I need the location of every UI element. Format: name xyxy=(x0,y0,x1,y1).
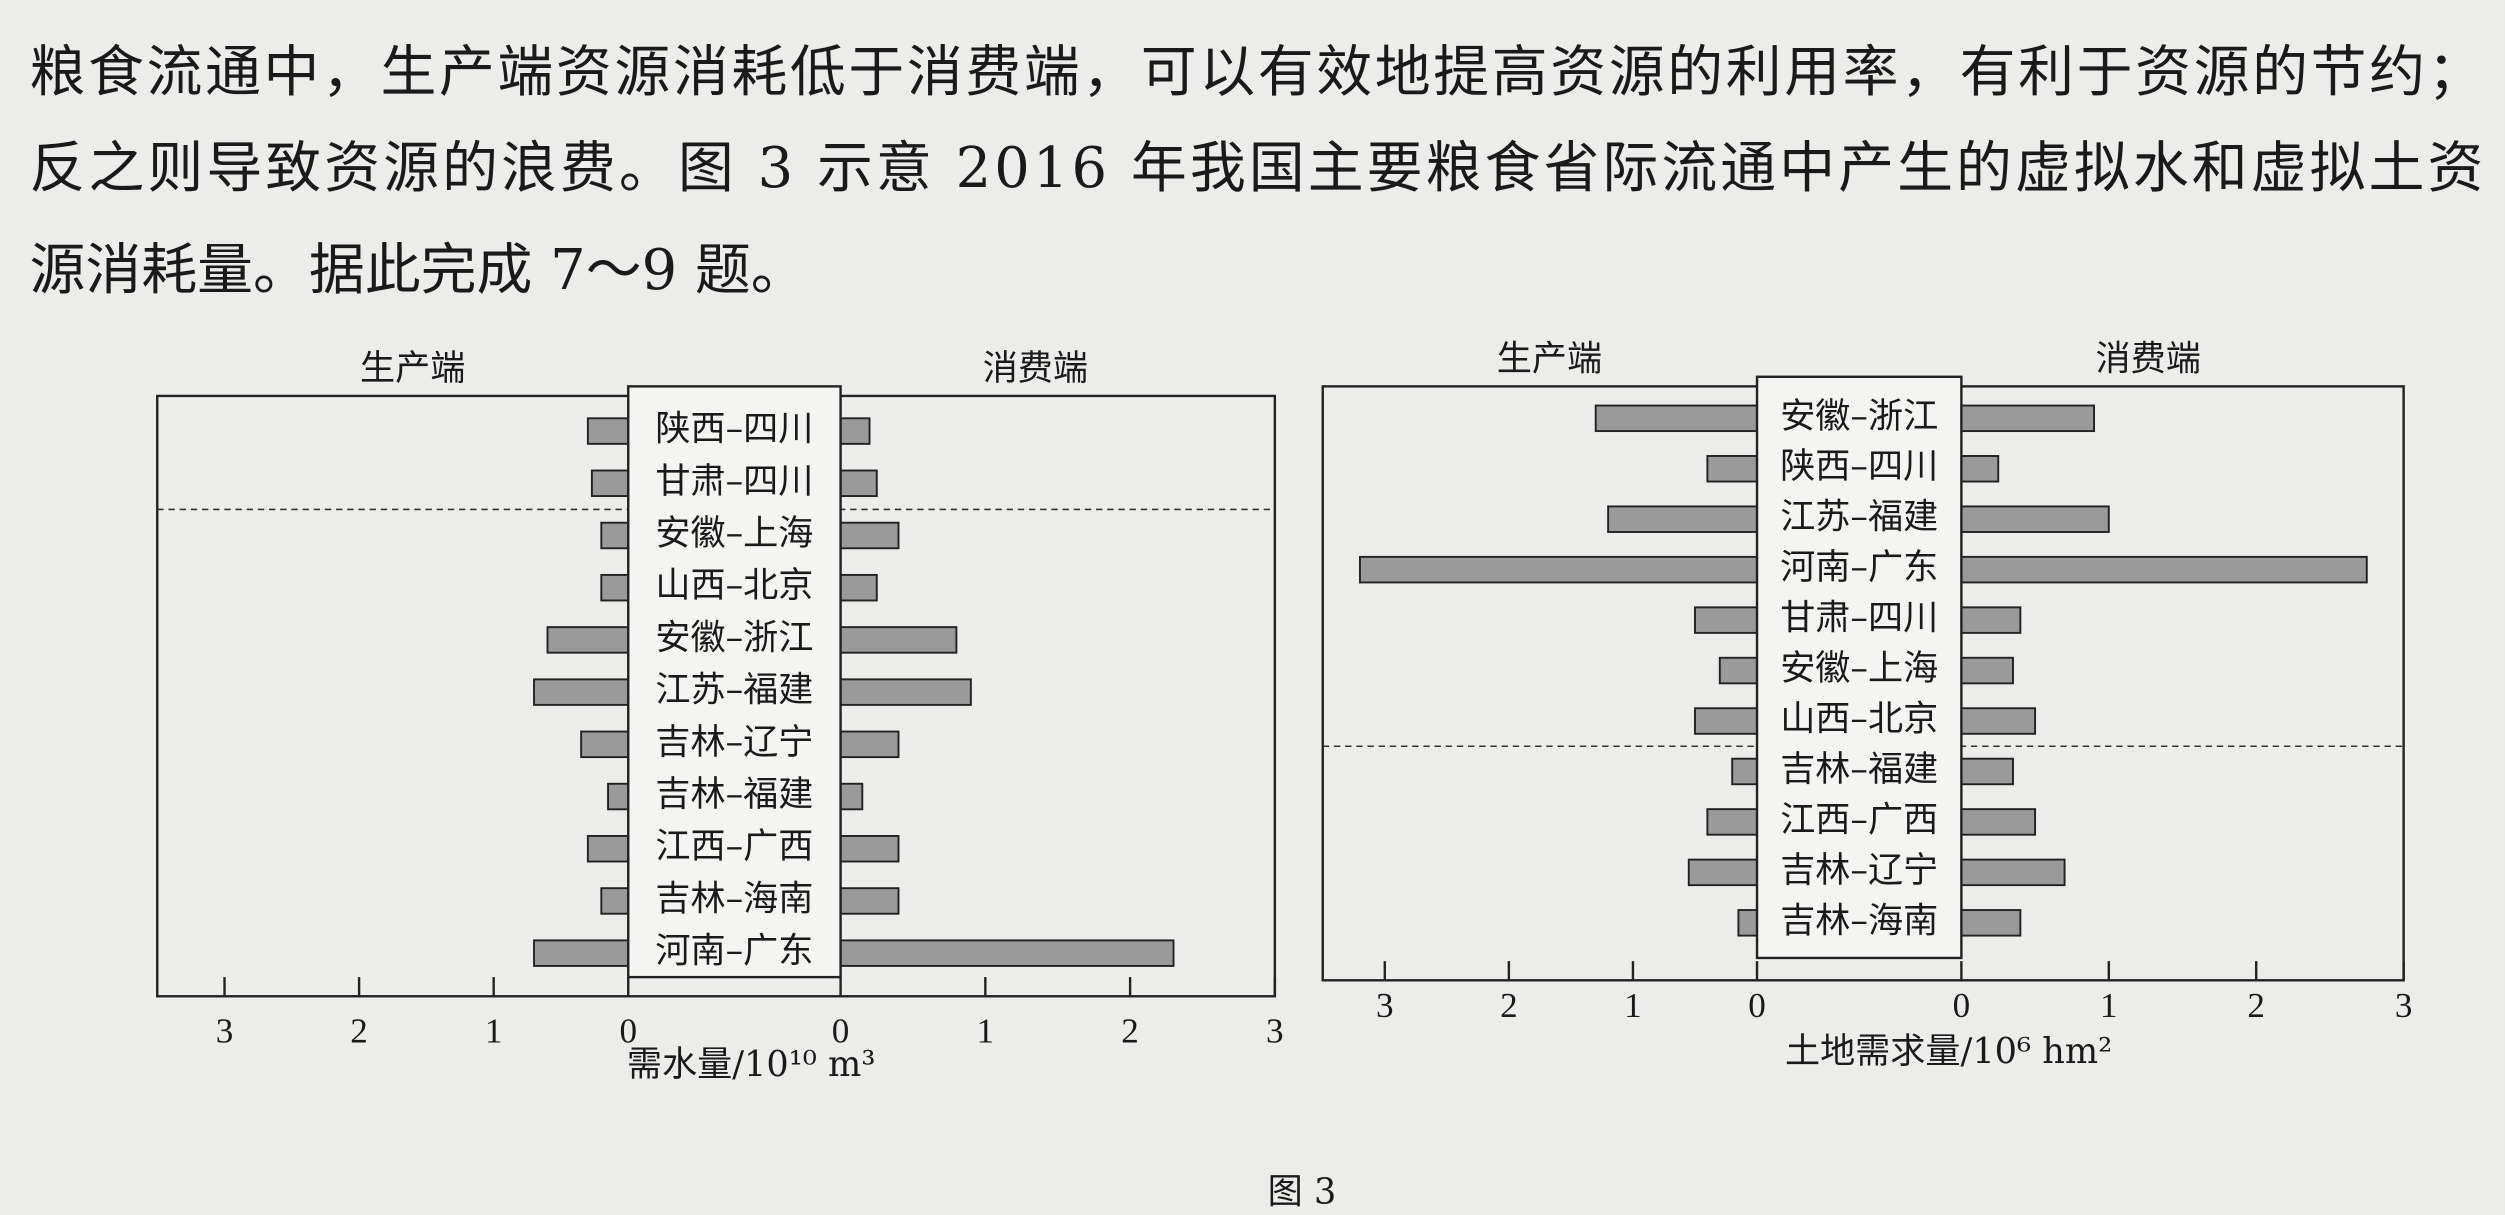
bar xyxy=(1960,858,2066,887)
bar xyxy=(1718,656,1758,685)
bar xyxy=(546,626,630,654)
label-box xyxy=(627,385,842,979)
bar xyxy=(1960,707,2037,735)
bar xyxy=(590,469,630,498)
bar xyxy=(1960,656,2014,685)
x-tick-label: 1 xyxy=(1624,986,1642,1025)
category-label: 吉林–辽宁 xyxy=(655,722,813,763)
bar xyxy=(586,417,630,445)
figure-caption: 图 3 xyxy=(1268,1172,1337,1213)
bar xyxy=(1960,606,2022,634)
bar xyxy=(1960,909,2022,937)
bar xyxy=(839,939,1175,967)
category-label: 江苏–福建 xyxy=(655,670,813,711)
bar xyxy=(839,626,958,654)
bar xyxy=(1960,404,2096,433)
bar xyxy=(580,730,630,759)
bar xyxy=(839,521,900,550)
bar xyxy=(839,417,871,445)
bar xyxy=(1359,555,1758,584)
category-label: 安徽–浙江 xyxy=(655,617,813,658)
x-tick-label: 1 xyxy=(2100,986,2118,1025)
x-tick-label: 3 xyxy=(216,1012,234,1051)
category-label: 江西–广西 xyxy=(655,826,813,867)
x-tick-label: 2 xyxy=(1500,986,1518,1025)
side-label: 消费端 xyxy=(2096,338,2201,379)
bar xyxy=(1960,808,2037,836)
category-label: 河南–广东 xyxy=(1780,547,1938,588)
category-label: 江西–广西 xyxy=(1780,799,1938,840)
bar xyxy=(1607,505,1758,533)
x-axis-label: 需水量/10¹⁰ m³ xyxy=(627,1044,876,1085)
bar xyxy=(1694,707,1758,735)
x-tick-label: 3 xyxy=(2395,986,2413,1025)
category-label: 江苏–福建 xyxy=(1780,497,1938,538)
bar xyxy=(839,835,900,863)
x-tick-label: 0 xyxy=(1748,986,1766,1025)
bar xyxy=(1687,858,1758,887)
bar xyxy=(1960,455,2000,483)
category-label: 河南–广东 xyxy=(655,931,813,972)
paragraph-line: 源消耗量。据此完成 7～9 题。 xyxy=(30,238,807,303)
category-label: 吉林–福建 xyxy=(655,774,813,815)
bar xyxy=(839,469,878,498)
category-label: 吉林–海南 xyxy=(655,878,813,919)
x-tick-label: 3 xyxy=(1376,986,1394,1025)
category-label: 陕西–四川 xyxy=(1780,446,1938,487)
category-label: 安徽–浙江 xyxy=(1780,396,1938,437)
bar xyxy=(839,782,864,811)
bar xyxy=(1960,555,2368,584)
bar xyxy=(1737,909,1758,937)
bar xyxy=(1960,757,2014,786)
category-label: 吉林–辽宁 xyxy=(1780,850,1938,891)
bar xyxy=(1706,455,1758,483)
category-label: 吉林–福建 xyxy=(1780,749,1938,790)
bar xyxy=(533,678,630,706)
x-axis-label: 土地需求量/10⁶ hm² xyxy=(1785,1031,2112,1072)
x-tick-label: 0 xyxy=(619,1012,637,1051)
category-label: 山西–北京 xyxy=(655,565,813,606)
paragraph-line: 反之则导致资源的浪费。图 3 示意 2016 年我国主要粮食省际流通中产生的虚拟… xyxy=(30,136,2484,201)
x-tick-label: 0 xyxy=(832,1012,850,1051)
x-tick-label: 1 xyxy=(977,1012,995,1051)
bar xyxy=(1731,757,1758,786)
bar xyxy=(839,730,900,759)
bar xyxy=(1960,505,2110,533)
bar xyxy=(600,573,630,602)
x-tick-label: 1 xyxy=(485,1012,503,1051)
category-label: 安徽–上海 xyxy=(1780,648,1938,689)
x-tick-label: 0 xyxy=(1953,986,1971,1025)
category-label: 山西–北京 xyxy=(1780,699,1938,740)
x-tick-label: 3 xyxy=(1266,1012,1284,1051)
label-box xyxy=(1755,375,1963,960)
bar xyxy=(839,573,878,602)
bar xyxy=(1694,606,1758,634)
bar xyxy=(839,678,972,706)
category-label: 安徽–上海 xyxy=(655,513,813,554)
side-label: 生产端 xyxy=(360,348,465,389)
bar xyxy=(600,887,630,915)
x-tick-label: 2 xyxy=(1121,1012,1139,1051)
bar xyxy=(607,782,630,811)
bar xyxy=(533,939,630,967)
side-label: 生产端 xyxy=(1497,338,1602,379)
x-tick-label: 2 xyxy=(350,1012,368,1051)
bar xyxy=(1706,808,1758,836)
x-tick-label: 2 xyxy=(2247,986,2265,1025)
bar xyxy=(600,521,630,550)
category-label: 吉林–海南 xyxy=(1780,900,1938,941)
bar xyxy=(839,887,900,915)
category-label: 陕西–四川 xyxy=(655,409,813,450)
bar xyxy=(586,835,630,863)
side-label: 消费端 xyxy=(983,348,1088,389)
category-label: 甘肃–四川 xyxy=(1780,598,1938,639)
category-label: 甘肃–四川 xyxy=(655,461,813,502)
bar xyxy=(1594,404,1758,433)
